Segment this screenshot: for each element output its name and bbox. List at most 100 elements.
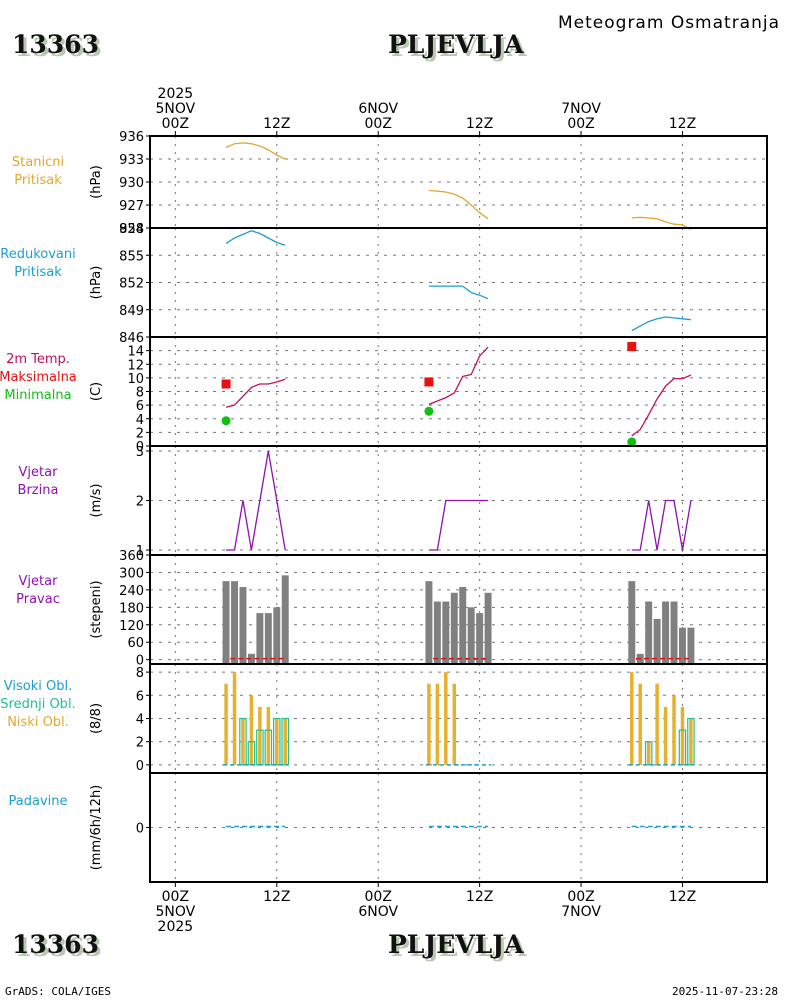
x-tick-label-top: 12Z	[669, 116, 696, 132]
cloud-bar-low	[680, 706, 685, 765]
cloud-bar-low	[630, 672, 634, 765]
cloud-bar-low	[638, 683, 642, 765]
x-tick-label-top: 12Z	[466, 116, 493, 132]
panel-label: 2m Temp.	[6, 352, 70, 367]
cloud-bar-low	[435, 683, 440, 765]
cloud-bar-low	[444, 672, 448, 765]
x-tick-label-top: 00Z	[365, 116, 392, 132]
software-credit: GrADS: COLA/IGES	[5, 985, 111, 998]
panel-label: Brzina	[18, 483, 59, 498]
cloud-bar-low	[249, 695, 254, 765]
y-tick-label: 0	[136, 440, 144, 455]
x-tick-label-bottom: 00Z	[162, 889, 189, 905]
y-tick-label: 0	[136, 654, 144, 669]
wind-direction-bar	[662, 601, 670, 664]
cloud-bar-low	[266, 706, 271, 765]
cloud-bar-mid	[239, 717, 247, 766]
wind-direction-bar	[264, 613, 272, 664]
panel-label: Niski Obl.	[7, 715, 69, 730]
cloud-bar-low	[241, 718, 245, 765]
x-tick-label-top: 00Z	[162, 116, 189, 132]
y-tick-label: 300	[119, 566, 144, 581]
cloud-bar-mid	[281, 717, 290, 766]
x-tick-label-top: 5NOV	[155, 101, 195, 117]
y-tick-label: 1	[136, 544, 144, 559]
series-line	[428, 346, 489, 406]
y-tick-label: 12	[127, 358, 144, 373]
x-tick-label-bottom: 00Z	[365, 889, 392, 905]
y-tick-label: 60	[127, 636, 144, 651]
cloud-bar-mid	[687, 717, 695, 766]
unit-label: (hPa)	[89, 165, 104, 199]
wind-direction-bar	[679, 627, 686, 664]
station-id-bottom: 13363	[12, 930, 99, 959]
panel-label: Redukovani	[0, 247, 75, 262]
x-tick-label-bottom: 00Z	[567, 889, 594, 905]
unit-label: (C)	[89, 382, 104, 401]
x-tick-label-top: 12Z	[263, 116, 290, 132]
y-tick-label: 6	[136, 399, 144, 414]
y-tick-label: 933	[119, 153, 144, 168]
panel-label: Minimalna	[4, 388, 71, 403]
cloud-bar-low	[655, 683, 659, 765]
panel-label: Maksimalna	[0, 370, 77, 385]
x-tick-label-bottom: 5NOV	[155, 904, 195, 920]
y-tick-label: 924	[119, 222, 144, 237]
x-tick-label-bottom: 7NOV	[561, 904, 601, 920]
series-line	[428, 285, 489, 300]
series-line	[631, 316, 691, 332]
cloud-bar-low	[689, 718, 693, 765]
x-tick-label-top: 7NOV	[561, 101, 601, 117]
series-line	[225, 230, 286, 246]
y-tick-label: 855	[119, 249, 144, 264]
chart-subtitle: Meteogram Osmatranja	[558, 13, 781, 33]
min-temp-marker	[627, 437, 637, 447]
y-tick-label: 180	[119, 601, 144, 616]
panel-label: Visoki Obl.	[4, 679, 72, 694]
x-tick-label-bottom: 12Z	[669, 889, 696, 905]
unit-label: (stepeni)	[89, 580, 104, 638]
y-tick-label: 14	[127, 345, 144, 360]
y-tick-label: 10	[127, 372, 144, 387]
cloud-bar-mid	[273, 717, 281, 766]
cloud-bar-low	[224, 683, 228, 765]
y-tick-label: 2	[136, 736, 144, 751]
x-tick-label-bottom: 6NOV	[358, 904, 398, 920]
y-tick-label: 120	[119, 619, 144, 634]
min-temp-marker	[424, 406, 434, 416]
panel-label: Vjetar	[19, 574, 59, 589]
series-line	[225, 378, 286, 408]
series-line	[225, 142, 286, 160]
cloud-bar-low	[283, 718, 287, 765]
y-tick-label: 8	[136, 666, 144, 681]
wind-direction-bar	[459, 586, 467, 664]
station-name-top: PLJEVLJA	[388, 30, 524, 59]
y-tick-label: 852	[119, 277, 144, 292]
wind-direction-bar	[645, 601, 653, 664]
panel-label: Srednji Obl.	[0, 697, 75, 712]
y-tick-label: 360	[119, 549, 144, 564]
x-tick-label-bottom: 12Z	[466, 889, 493, 905]
panel-label: Pritisak	[14, 265, 62, 280]
series-line	[226, 450, 286, 551]
series-line	[631, 499, 692, 551]
y-tick-label: 4	[136, 413, 144, 428]
max-temp-marker	[221, 379, 231, 389]
series-line	[631, 216, 692, 231]
unit-label: (hPa)	[89, 266, 104, 300]
wind-direction-bar	[467, 607, 475, 664]
x-tick-label-bottom: 12Z	[263, 889, 290, 905]
cloud-bar-low	[646, 741, 651, 765]
x-tick-label-top: 2025	[158, 86, 194, 102]
wind-direction-bar	[450, 592, 458, 664]
y-tick-label: 3	[136, 445, 144, 460]
panel-frame	[149, 772, 768, 883]
wind-direction-bar	[628, 581, 636, 664]
panel-label: Vjetar	[19, 465, 59, 480]
y-tick-label: 2	[136, 495, 144, 510]
panel-reduced-pressure: 846 849 852 855 858 (hPa) Redukovani Pritisak	[0, 222, 768, 346]
panel-label: Pritisak	[14, 173, 62, 188]
wind-direction-bar	[256, 613, 264, 664]
min-temp-marker	[221, 416, 231, 426]
wind-direction-bar	[273, 607, 281, 664]
